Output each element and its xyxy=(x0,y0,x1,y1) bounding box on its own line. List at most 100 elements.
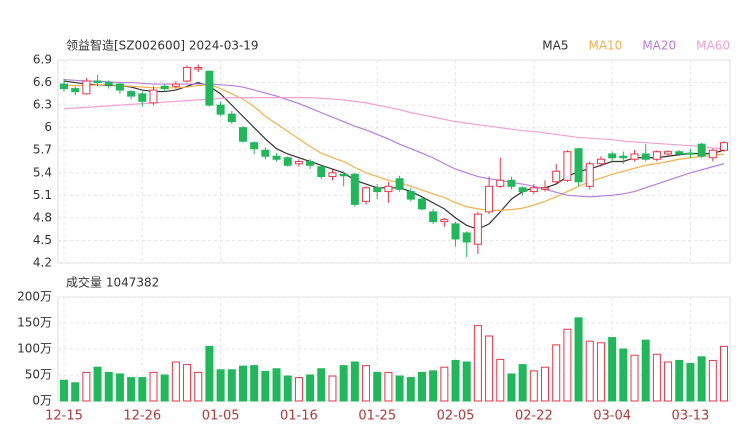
candle-body xyxy=(362,187,371,202)
volume-bar xyxy=(630,354,639,402)
x-tick-label: 03-04 xyxy=(593,409,631,424)
x-tick-label: 12-26 xyxy=(123,409,161,424)
volume-bar xyxy=(104,371,113,402)
volume-bar xyxy=(82,371,91,402)
volume-bar xyxy=(686,363,695,402)
candle-body xyxy=(518,187,527,193)
volume-bar xyxy=(149,371,158,402)
candle-body xyxy=(686,152,695,155)
volume-bar xyxy=(60,379,68,402)
ma-line xyxy=(63,80,725,230)
candle-body xyxy=(462,232,471,243)
volume-bar xyxy=(652,353,661,402)
y-tick-label: 4.2 xyxy=(33,256,52,270)
candle-body xyxy=(104,82,113,86)
volume-bar xyxy=(541,366,550,402)
candle-body xyxy=(306,161,315,166)
volume-bar xyxy=(71,382,80,402)
y-tick-label: 6 xyxy=(44,120,52,134)
candle-body xyxy=(596,158,605,165)
y-tick-label: 6.3 xyxy=(33,98,52,112)
volume-bar xyxy=(317,368,326,402)
volume-bar xyxy=(227,369,236,402)
candle-body xyxy=(238,127,247,142)
volume-bar xyxy=(395,375,404,402)
volume-bar xyxy=(406,377,415,402)
volume-bar xyxy=(138,377,147,402)
volume-bar xyxy=(328,375,337,402)
candle-body xyxy=(529,187,538,193)
legend-entry: MA20 xyxy=(642,39,676,53)
volume-bar xyxy=(619,348,628,402)
candle-body xyxy=(708,149,717,159)
candle-body xyxy=(664,151,673,155)
volume-bar xyxy=(194,371,203,402)
volume-bar xyxy=(675,359,684,402)
volume-bar xyxy=(485,335,494,402)
volume-bar xyxy=(294,377,303,402)
candle-body xyxy=(373,187,382,193)
candle-body xyxy=(630,153,639,160)
candle-body xyxy=(720,142,728,151)
y-tick-label: 100万 xyxy=(17,342,52,356)
candle-body xyxy=(171,83,180,87)
volume-bar xyxy=(429,370,438,402)
candle-body xyxy=(272,155,281,160)
x-tick-label: 01-25 xyxy=(358,409,396,424)
volume-bar xyxy=(93,366,102,402)
legend-entry: MA10 xyxy=(588,39,622,53)
volume-bar xyxy=(373,371,382,402)
candle-body xyxy=(429,211,438,223)
y-tick-label: 5.1 xyxy=(33,188,52,202)
candle-body xyxy=(283,157,292,166)
x-tick-label: 03-13 xyxy=(672,409,710,424)
volume-bar xyxy=(596,342,605,402)
ma-line xyxy=(63,78,725,198)
volume-bar xyxy=(552,344,561,402)
volume-bar xyxy=(518,364,527,402)
candle-body xyxy=(541,187,550,190)
volume-bar xyxy=(171,361,180,402)
volume-bar xyxy=(384,371,393,402)
candle-body xyxy=(440,218,449,223)
volume-bar xyxy=(720,345,728,402)
volume-bar xyxy=(563,328,572,402)
candle-body xyxy=(574,148,583,183)
candle-body xyxy=(552,170,561,183)
legend-entry: MA60 xyxy=(696,39,730,53)
y-tick-label: 150万 xyxy=(17,316,52,330)
volume-bar xyxy=(585,340,594,402)
y-tick-label: 4.8 xyxy=(33,210,52,224)
candle-body xyxy=(328,172,337,178)
candle-body xyxy=(339,173,348,177)
volume-bar xyxy=(216,369,225,402)
volume-bar xyxy=(350,361,359,402)
volume-bar xyxy=(664,361,673,402)
y-tick-label: 5.4 xyxy=(33,165,52,179)
candle-body xyxy=(127,91,136,97)
candle-body xyxy=(507,179,516,187)
volume-bar xyxy=(462,361,471,402)
volume-bar xyxy=(205,345,214,402)
candle-body xyxy=(216,104,225,115)
ma-line xyxy=(63,96,725,150)
y-tick-label: 0万 xyxy=(32,394,52,408)
x-tick-label: 02-22 xyxy=(515,409,553,424)
candle-body xyxy=(82,80,91,95)
candle-body xyxy=(250,142,259,150)
candle-body xyxy=(71,88,80,93)
candle-body xyxy=(183,67,192,82)
volume-bar xyxy=(451,359,460,402)
y-tick-label: 4.5 xyxy=(33,233,52,247)
panel-frame xyxy=(57,59,731,264)
volume-bar xyxy=(261,370,270,402)
candle-body xyxy=(149,89,158,104)
candle-body xyxy=(261,149,270,157)
ma-line xyxy=(64,84,725,211)
volume-bar xyxy=(574,317,583,402)
volume-bar xyxy=(283,375,292,402)
volume-bar xyxy=(529,370,538,402)
chart-title: 领益智造[SZ002600] 2024-03-19 xyxy=(66,38,259,53)
volume-bar xyxy=(417,371,426,402)
